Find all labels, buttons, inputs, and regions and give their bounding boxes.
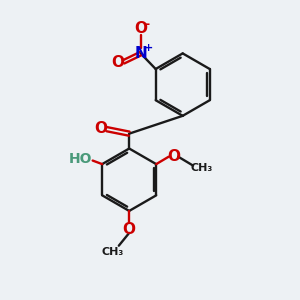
Text: O: O bbox=[123, 222, 136, 237]
Text: N: N bbox=[135, 46, 148, 61]
Text: O: O bbox=[112, 55, 125, 70]
Text: -: - bbox=[145, 18, 150, 31]
Text: CH₃: CH₃ bbox=[190, 163, 212, 173]
Text: O: O bbox=[167, 148, 180, 164]
Text: +: + bbox=[144, 43, 154, 53]
Text: CH₃: CH₃ bbox=[102, 247, 124, 257]
Text: O: O bbox=[134, 21, 147, 36]
Text: HO: HO bbox=[68, 152, 92, 167]
Text: O: O bbox=[94, 121, 107, 136]
